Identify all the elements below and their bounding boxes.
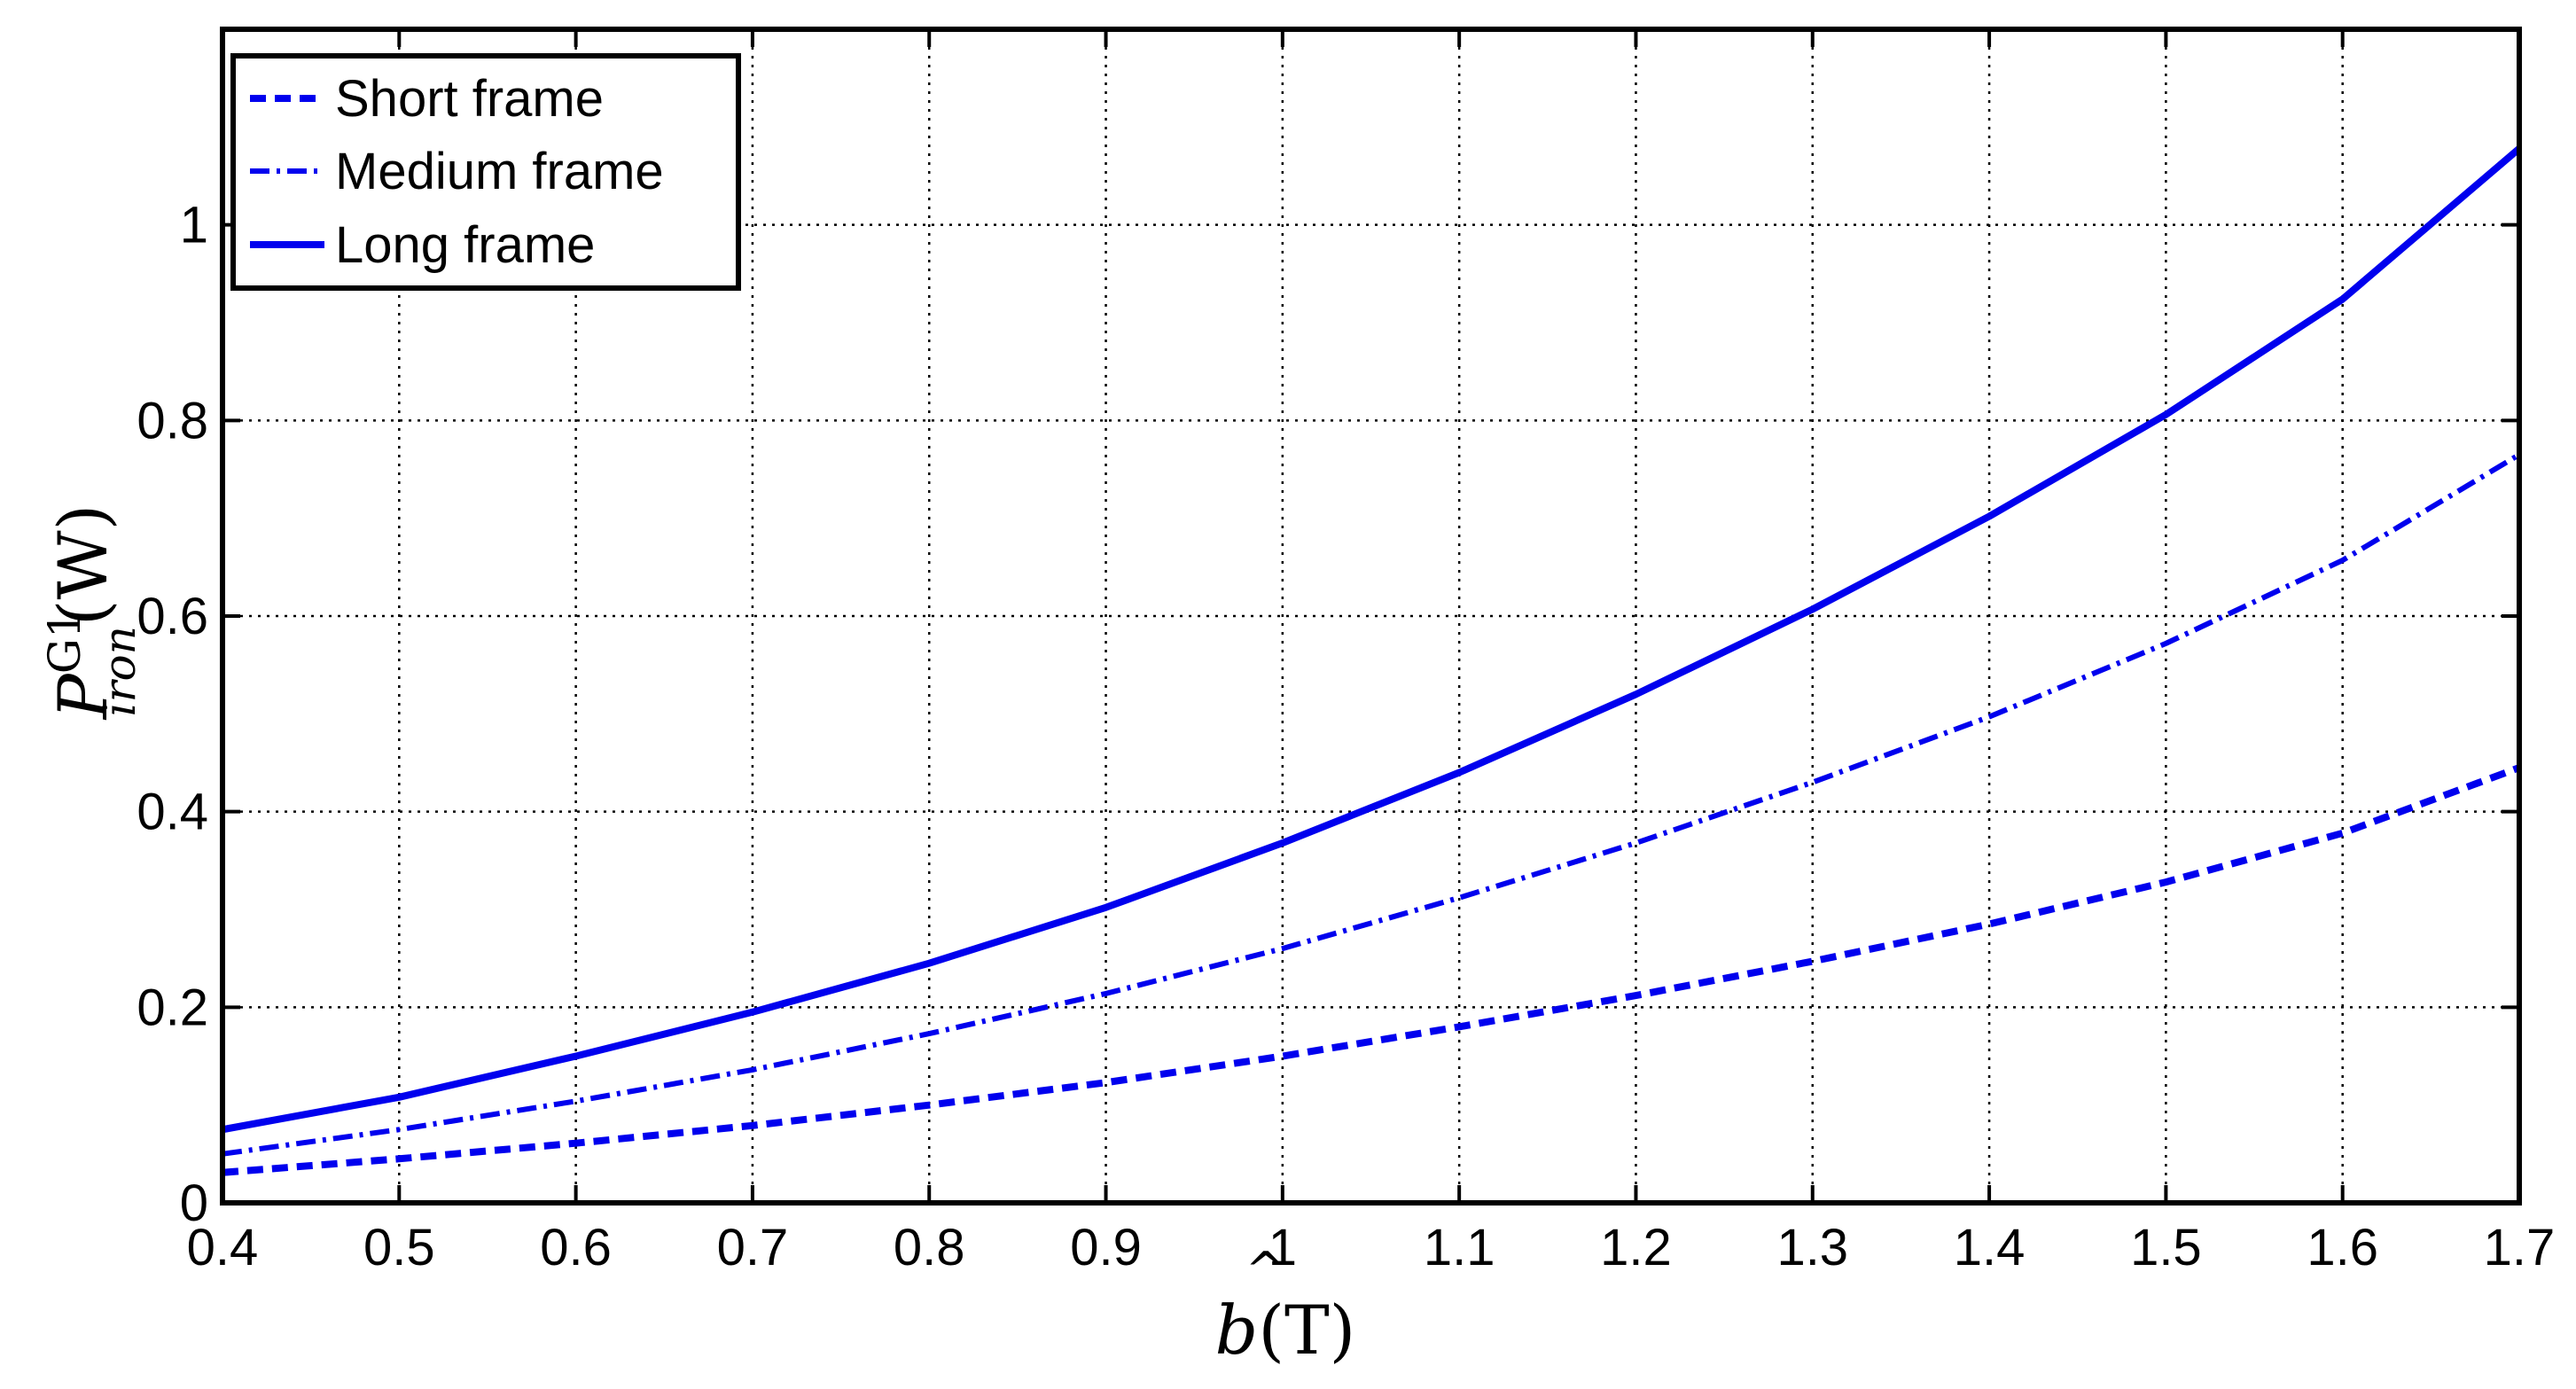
series-line-long <box>222 145 2522 1134</box>
x-tick-label: 1.6 <box>2307 1219 2378 1276</box>
x-tick-label: 0.9 <box>1070 1219 1142 1276</box>
x-tick-label: 1.7 <box>2484 1219 2556 1276</box>
x-tick-label: 0.5 <box>363 1219 435 1276</box>
y-tick-label: 1 <box>180 197 208 254</box>
legend: Short frame Medium frame Long frame <box>230 53 741 291</box>
x-axis: 0.4 0.5 0.6 0.7 0.8 0.9 1 1.1 1.2 1.3 1.4 1.5 1.6 1.7 <box>187 29 2556 1276</box>
x-tick-label: 0.6 <box>540 1219 612 1276</box>
y-axis: 0 0.2 0.4 0.6 0.8 1 <box>137 197 2519 1232</box>
x-tick-label: 0.8 <box>894 1219 965 1276</box>
svg-text:^: ^ <box>1245 1242 1287 1299</box>
y-axis-label: PG1iron(W) <box>39 504 145 722</box>
y-tick-label: 0.4 <box>137 784 208 841</box>
x-axis-label: b(T) ^ <box>1215 1242 1356 1369</box>
y-tick-label: 0.6 <box>137 588 208 645</box>
x-tick-label: 1.4 <box>1954 1219 2026 1276</box>
x-tick-label: 1.3 <box>1776 1219 1848 1276</box>
x-tick-label: 0.7 <box>717 1219 789 1276</box>
legend-label-long: Long frame <box>335 216 595 274</box>
x-tick-label: 1.1 <box>1424 1219 1495 1276</box>
series-line-short <box>222 764 2521 1176</box>
x-tick-label: 1 <box>1268 1219 1297 1276</box>
series-layer <box>222 145 2522 1176</box>
y-tick-label: 0 <box>180 1174 208 1232</box>
y-tick-label: 0.2 <box>137 979 208 1036</box>
svg-text:PG1iron(W): PG1iron(W) <box>39 504 145 722</box>
svg-text:b(T): b(T) <box>1215 1291 1356 1369</box>
y-tick-label: 0.8 <box>137 392 208 449</box>
x-tick-label: 0.4 <box>187 1219 259 1276</box>
series-line-medium <box>222 452 2521 1157</box>
legend-label-medium: Medium frame <box>335 143 664 200</box>
legend-label-short: Short frame <box>335 70 604 128</box>
x-tick-label: 1.2 <box>1600 1219 1672 1276</box>
x-tick-label: 1.5 <box>2130 1219 2202 1276</box>
